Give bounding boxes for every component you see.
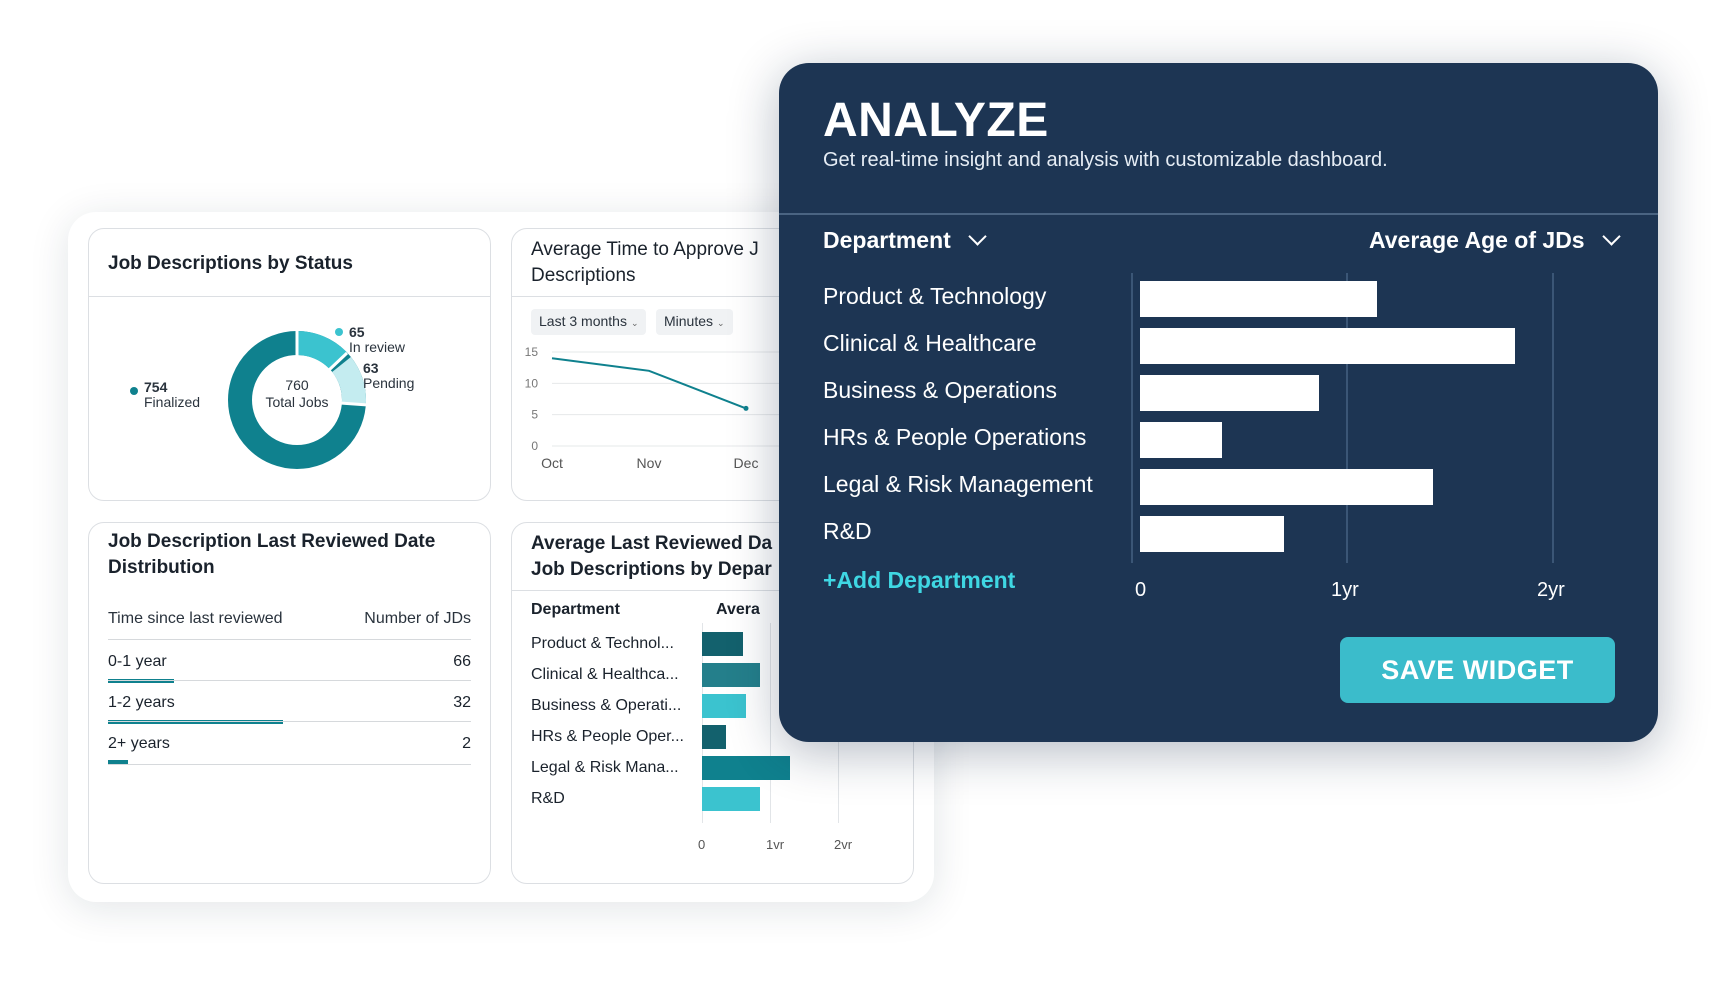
analyze-panel: ANALYZE Get real-time insight and analys… — [779, 63, 1658, 742]
dept-card-title: Average Last Reviewed Da Job Description… — [531, 533, 773, 580]
axis-gridline — [1346, 273, 1348, 563]
x-tick-label: Dec — [734, 455, 759, 471]
dept-label: Clinical & Healthca... — [531, 666, 679, 683]
chevron-down-icon: ⌄ — [717, 318, 725, 328]
table-row[interactable]: 1-2 years 32 — [108, 680, 471, 724]
donut-segment-in-review — [296, 331, 348, 371]
total-jobs-value: 760 — [285, 377, 309, 393]
x-tick-label: 1yr — [1331, 579, 1359, 601]
chevron-down-icon — [968, 227, 987, 246]
dept-bar — [702, 756, 791, 780]
reviewed-distribution-card[interactable]: Job Description Last Reviewed Date Distr… — [88, 522, 491, 884]
y-tick-label: 10 — [525, 376, 539, 390]
axis-gridline — [1552, 273, 1554, 563]
reviewed-table-header: Time since last reviewed Number of JDs — [108, 610, 471, 627]
dept-label: Legal & Risk Mana... — [531, 759, 679, 776]
save-widget-button[interactable]: SAVE WIDGET — [1340, 637, 1615, 703]
donut-center-label: 760 Total Jobs — [249, 377, 345, 411]
department-label: R&D — [823, 518, 872, 544]
department-bar — [1140, 422, 1223, 458]
dept-label: Business & Operati... — [531, 697, 682, 714]
x-tick-label: Nov — [637, 455, 662, 471]
divider — [779, 213, 1658, 215]
department-label: HRs & People Operations — [823, 424, 1087, 450]
y-tick-label: 0 — [531, 439, 538, 453]
table-row[interactable]: 0-1 year 66 — [108, 639, 471, 683]
reviewed-card-title: Job Description Last Reviewed Date Distr… — [108, 531, 436, 578]
x-tick-label: 2yr — [1537, 579, 1565, 601]
legend-finalized: 754 Finalized — [130, 380, 200, 410]
add-department-link[interactable]: +Add Department — [823, 567, 1016, 593]
department-bar — [1140, 516, 1285, 552]
department-bar — [1140, 281, 1377, 317]
department-label: Clinical & Healthcare — [823, 330, 1037, 356]
status-card[interactable]: Job Descriptions by Status 760 Total Job… — [88, 228, 491, 501]
department-label: Product & Technology — [823, 283, 1047, 309]
department-dropdown[interactable]: Department — [823, 227, 987, 254]
dept-bar — [702, 787, 760, 811]
legend-pending: 63 Pending — [349, 361, 414, 391]
row-progress-bar — [108, 720, 283, 724]
gridline — [702, 623, 703, 823]
row-progress-bar — [108, 760, 128, 764]
legend-in-review: 65 In review — [335, 325, 405, 355]
series-line — [551, 357, 747, 410]
unit-filter-dropdown[interactable]: Minutes ⌄ — [656, 309, 733, 335]
chevron-down-icon — [1601, 227, 1621, 246]
range-filter-dropdown[interactable]: Last 3 months ⌄ — [531, 309, 647, 335]
y-tick-label: 5 — [531, 408, 538, 422]
dept-label: HRs & People Oper... — [531, 728, 684, 745]
x-tick-label: 0 — [1135, 579, 1147, 601]
dept-bar — [702, 725, 726, 749]
department-bar — [1140, 375, 1320, 411]
dept-label: Product & Technol... — [531, 635, 674, 652]
donut-segment-pending — [331, 357, 366, 407]
avg-col-header: Avera — [716, 601, 760, 618]
approve-card-title: Average Time to Approve J Descriptions — [531, 239, 759, 286]
data-point — [743, 405, 749, 411]
dept-bar — [702, 694, 747, 718]
table-row[interactable]: 2+ years 2 — [108, 721, 471, 765]
status-donut-chart — [228, 330, 369, 469]
x-tick-label: 2vr — [834, 837, 853, 852]
row-progress-bar — [108, 679, 174, 683]
analyze-subtitle: Get real-time insight and analysis with … — [823, 149, 1388, 171]
chevron-down-icon: ⌄ — [630, 318, 639, 328]
dept-label: R&D — [531, 790, 565, 807]
x-tick-label: Oct — [541, 455, 563, 471]
gridline — [770, 623, 771, 823]
department-bar — [1140, 328, 1515, 364]
department-bar — [1140, 469, 1433, 505]
total-jobs-label: Total Jobs — [265, 394, 329, 410]
metric-dropdown[interactable]: Average Age of JDs — [1369, 227, 1621, 254]
department-label: Legal & Risk Management — [823, 471, 1093, 497]
dept-bar — [702, 663, 760, 687]
x-tick-label: 0 — [698, 837, 706, 852]
analyze-title: ANALYZE — [823, 94, 1049, 147]
status-card-title: Job Descriptions by Status — [108, 253, 353, 274]
axis-gridline — [1131, 273, 1133, 563]
y-tick-label: 15 — [525, 345, 539, 359]
department-label: Business & Operations — [823, 377, 1057, 403]
x-tick-label: 1vr — [766, 837, 785, 852]
dept-bar — [702, 632, 743, 656]
dept-col-header: Department — [531, 601, 620, 618]
